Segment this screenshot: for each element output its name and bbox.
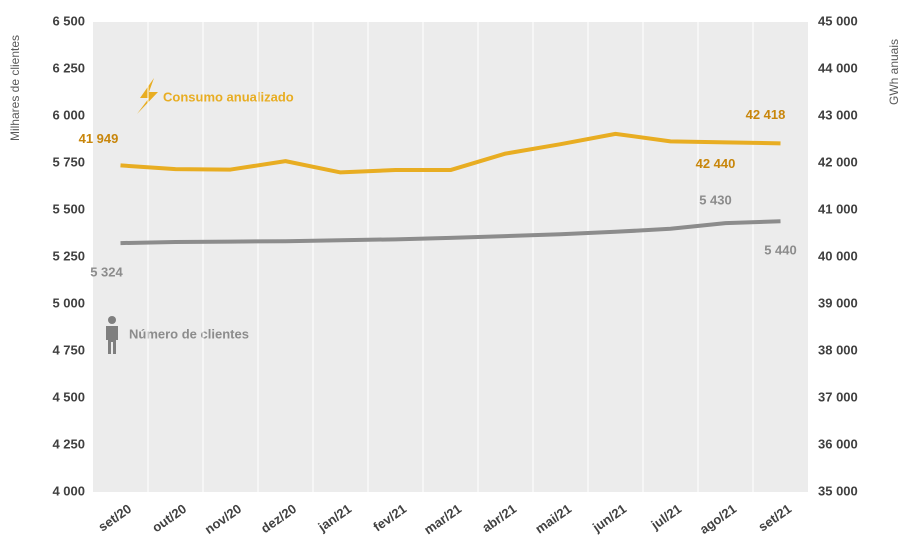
x-tick-label: mai/21 [532, 501, 574, 537]
y2-tick-label: 40 000 [818, 248, 858, 263]
y2-tick-label: 37 000 [818, 389, 858, 404]
y-axis-title: Milhares de clientes [8, 35, 22, 141]
y-tick-label: 4 250 [52, 436, 85, 451]
person-icon [106, 316, 118, 354]
data-label: 42 440 [696, 156, 736, 171]
x-tick-label: jun/21 [589, 501, 629, 535]
series-line [120, 131, 781, 175]
y2-tick-label: 39 000 [818, 295, 858, 310]
x-tick-label: fev/21 [370, 501, 409, 534]
x-tick-label: out/20 [149, 501, 189, 535]
y2-axis-title: GWh anuais [887, 39, 901, 105]
x-tick-label: set/21 [755, 501, 794, 534]
y2-tick-label: 35 000 [818, 483, 858, 498]
y-tick-label: 4 750 [52, 342, 85, 357]
y2-tick-label: 36 000 [818, 436, 858, 451]
x-tick-label: jul/21 [648, 501, 685, 533]
y2-tick-label: 45 000 [818, 13, 858, 28]
legend-clientes: Número de clientes [129, 326, 249, 341]
x-tick-label: abr/21 [479, 501, 519, 535]
x-tick-label: mar/21 [421, 501, 464, 537]
y-tick-label: 5 750 [52, 154, 85, 169]
x-tick-label: jan/21 [315, 501, 355, 535]
x-tick-label: dez/20 [258, 501, 299, 536]
data-label: 41 949 [79, 131, 119, 146]
y-tick-label: 5 500 [52, 201, 85, 216]
data-label: 5 440 [764, 243, 797, 258]
y-tick-label: 6 000 [52, 107, 85, 122]
y-tick-label: 4 000 [52, 483, 85, 498]
plot-area [93, 22, 808, 492]
y-tick-label: 4 500 [52, 389, 85, 404]
y2-tick-label: 38 000 [818, 342, 858, 357]
y-tick-label: 5 250 [52, 248, 85, 263]
series-line [120, 219, 781, 246]
y-tick-label: 6 500 [52, 13, 85, 28]
y-tick-label: 5 000 [52, 295, 85, 310]
x-tick-label: ago/21 [697, 501, 739, 537]
x-tick-label: nov/20 [202, 501, 244, 537]
data-label: 42 418 [746, 107, 786, 122]
data-label: 5 430 [699, 193, 732, 208]
y2-tick-label: 43 000 [818, 107, 858, 122]
y2-tick-label: 42 000 [818, 154, 858, 169]
x-tick-label: set/20 [95, 501, 134, 534]
y2-tick-label: 41 000 [818, 201, 858, 216]
data-label: 5 324 [90, 265, 123, 280]
legend-consumo: Consumo anualizado [163, 89, 294, 104]
y2-tick-label: 44 000 [818, 60, 858, 75]
y-tick-label: 6 250 [52, 60, 85, 75]
